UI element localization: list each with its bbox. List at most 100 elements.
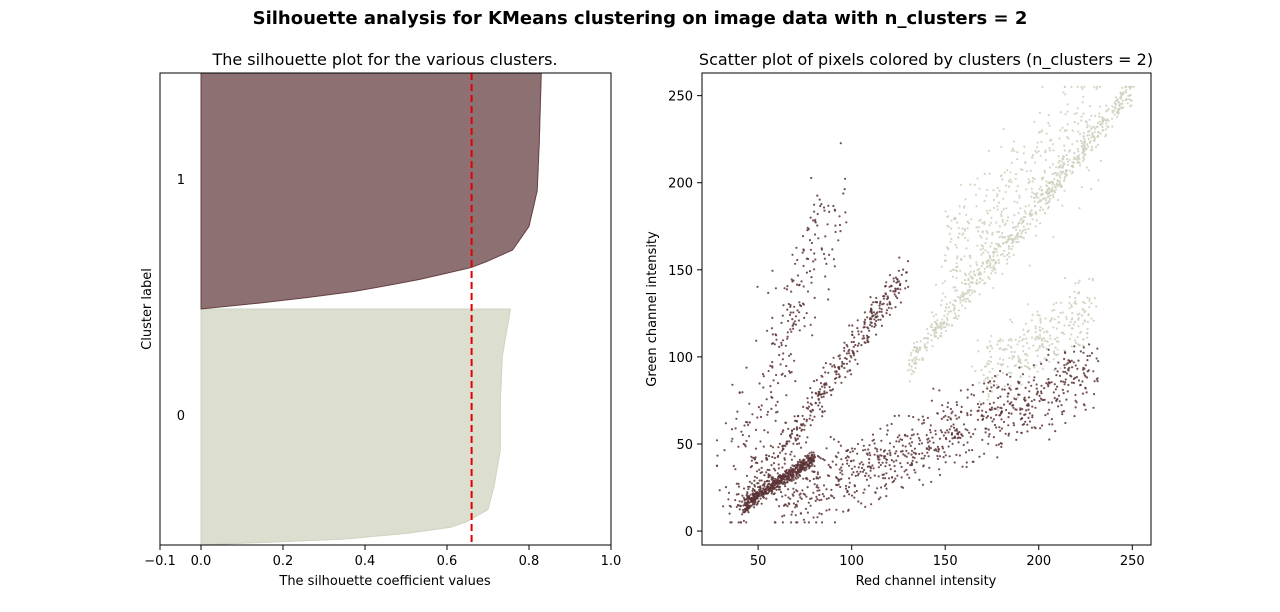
scatter-point — [995, 444, 998, 447]
scatter-point — [1082, 135, 1085, 138]
scatter-point — [1069, 361, 1072, 364]
scatter-point — [946, 318, 949, 321]
scatter-point — [775, 478, 778, 481]
scatter-point — [741, 513, 744, 516]
scatter-point — [1074, 320, 1077, 323]
scatter-point — [839, 230, 842, 233]
scatter-point — [1093, 297, 1096, 300]
scatter-point — [1047, 186, 1050, 189]
scatter-point — [975, 261, 978, 264]
scatter-point — [911, 369, 914, 373]
scatter-point — [999, 412, 1003, 415]
scatter-point — [746, 500, 749, 503]
scatter-point — [739, 521, 743, 524]
scatter-point — [861, 438, 864, 441]
scatter-point — [1039, 185, 1042, 188]
scatter-point — [888, 464, 891, 467]
scatter-point — [932, 387, 935, 390]
scatter-point — [1062, 392, 1065, 395]
scatter-point — [948, 324, 951, 327]
scatter-point — [837, 483, 840, 486]
scatter-point — [896, 296, 899, 300]
scatter-point — [773, 343, 776, 346]
scatter-point — [1007, 344, 1010, 347]
scatter-point — [934, 329, 937, 332]
scatter-point — [854, 343, 857, 347]
scatter-point — [736, 410, 739, 413]
scatter-point — [1061, 388, 1064, 391]
scatter-point — [819, 457, 822, 460]
scatter-point — [763, 485, 766, 488]
scatter-point — [908, 442, 911, 445]
scatter-point — [812, 260, 815, 263]
scatter-point — [1059, 164, 1062, 167]
scatter-point — [962, 443, 965, 447]
scatter-point — [1096, 380, 1099, 383]
scatter-point — [1027, 381, 1030, 384]
scatter-point — [862, 334, 865, 337]
scatter-point — [985, 230, 988, 233]
scatter-point — [1044, 158, 1047, 162]
scatter-point — [841, 362, 844, 365]
scatter-point — [896, 278, 899, 281]
scatter-point — [956, 221, 959, 224]
scatter-point — [1032, 192, 1036, 195]
scatter-point — [1076, 367, 1079, 370]
scatter-point — [1016, 201, 1019, 204]
scatter-point — [989, 355, 993, 359]
scatter-point — [856, 350, 859, 353]
scatter-point — [786, 477, 789, 480]
scatter-point — [999, 406, 1002, 409]
scatter-point — [988, 433, 991, 436]
scatter-point — [964, 198, 967, 201]
scatter-point — [1063, 144, 1066, 147]
scatter-point — [867, 340, 870, 344]
scatter-point — [828, 210, 831, 213]
scatter-point — [959, 436, 962, 440]
scatter-point — [925, 434, 928, 437]
scatter-point — [997, 443, 1001, 446]
scatter-point — [820, 521, 824, 524]
scatter-point — [813, 268, 816, 271]
scatter-point — [909, 437, 912, 440]
scatter-point — [1022, 337, 1025, 340]
scatter-point — [844, 211, 847, 214]
scatter-point — [1059, 176, 1062, 179]
scatter-point — [979, 403, 983, 406]
scatter-point — [885, 495, 888, 498]
scatter-point — [798, 442, 801, 445]
scatter-point — [876, 487, 879, 490]
scatter-point — [1005, 184, 1008, 187]
scatter-point — [1043, 171, 1047, 174]
scatter-point — [1038, 131, 1041, 134]
scatter-point — [894, 452, 897, 455]
scatter-point — [989, 221, 993, 224]
scatter-point — [999, 442, 1002, 445]
scatter-point — [972, 432, 975, 436]
scatter-point — [839, 444, 843, 447]
scatter-point — [856, 442, 860, 446]
scatter-point — [797, 319, 801, 322]
scatter-point — [883, 449, 887, 452]
scatter-point — [812, 516, 815, 519]
scatter-point — [987, 428, 990, 431]
scatter-point — [1055, 166, 1058, 169]
scatter-point — [1040, 390, 1043, 393]
scatter-plot-title: Scatter plot of pixels colored by cluste… — [699, 50, 1153, 70]
scatter-point — [1091, 132, 1094, 135]
scatter-point — [1070, 305, 1073, 308]
scatter-point — [1048, 408, 1051, 411]
scatter-point — [894, 287, 897, 290]
scatter-point — [839, 142, 842, 145]
scatter-point — [885, 312, 888, 315]
scatter-point — [827, 497, 830, 500]
scatter-point — [796, 442, 799, 446]
scatter-point — [1093, 130, 1096, 134]
scatter-point — [1031, 180, 1034, 183]
scatter-point — [969, 183, 972, 186]
scatter-point — [795, 426, 799, 429]
scatter-point — [987, 251, 990, 254]
scatter-point — [1005, 258, 1009, 261]
scatter-point — [1034, 234, 1038, 237]
scatter-point — [943, 451, 946, 454]
